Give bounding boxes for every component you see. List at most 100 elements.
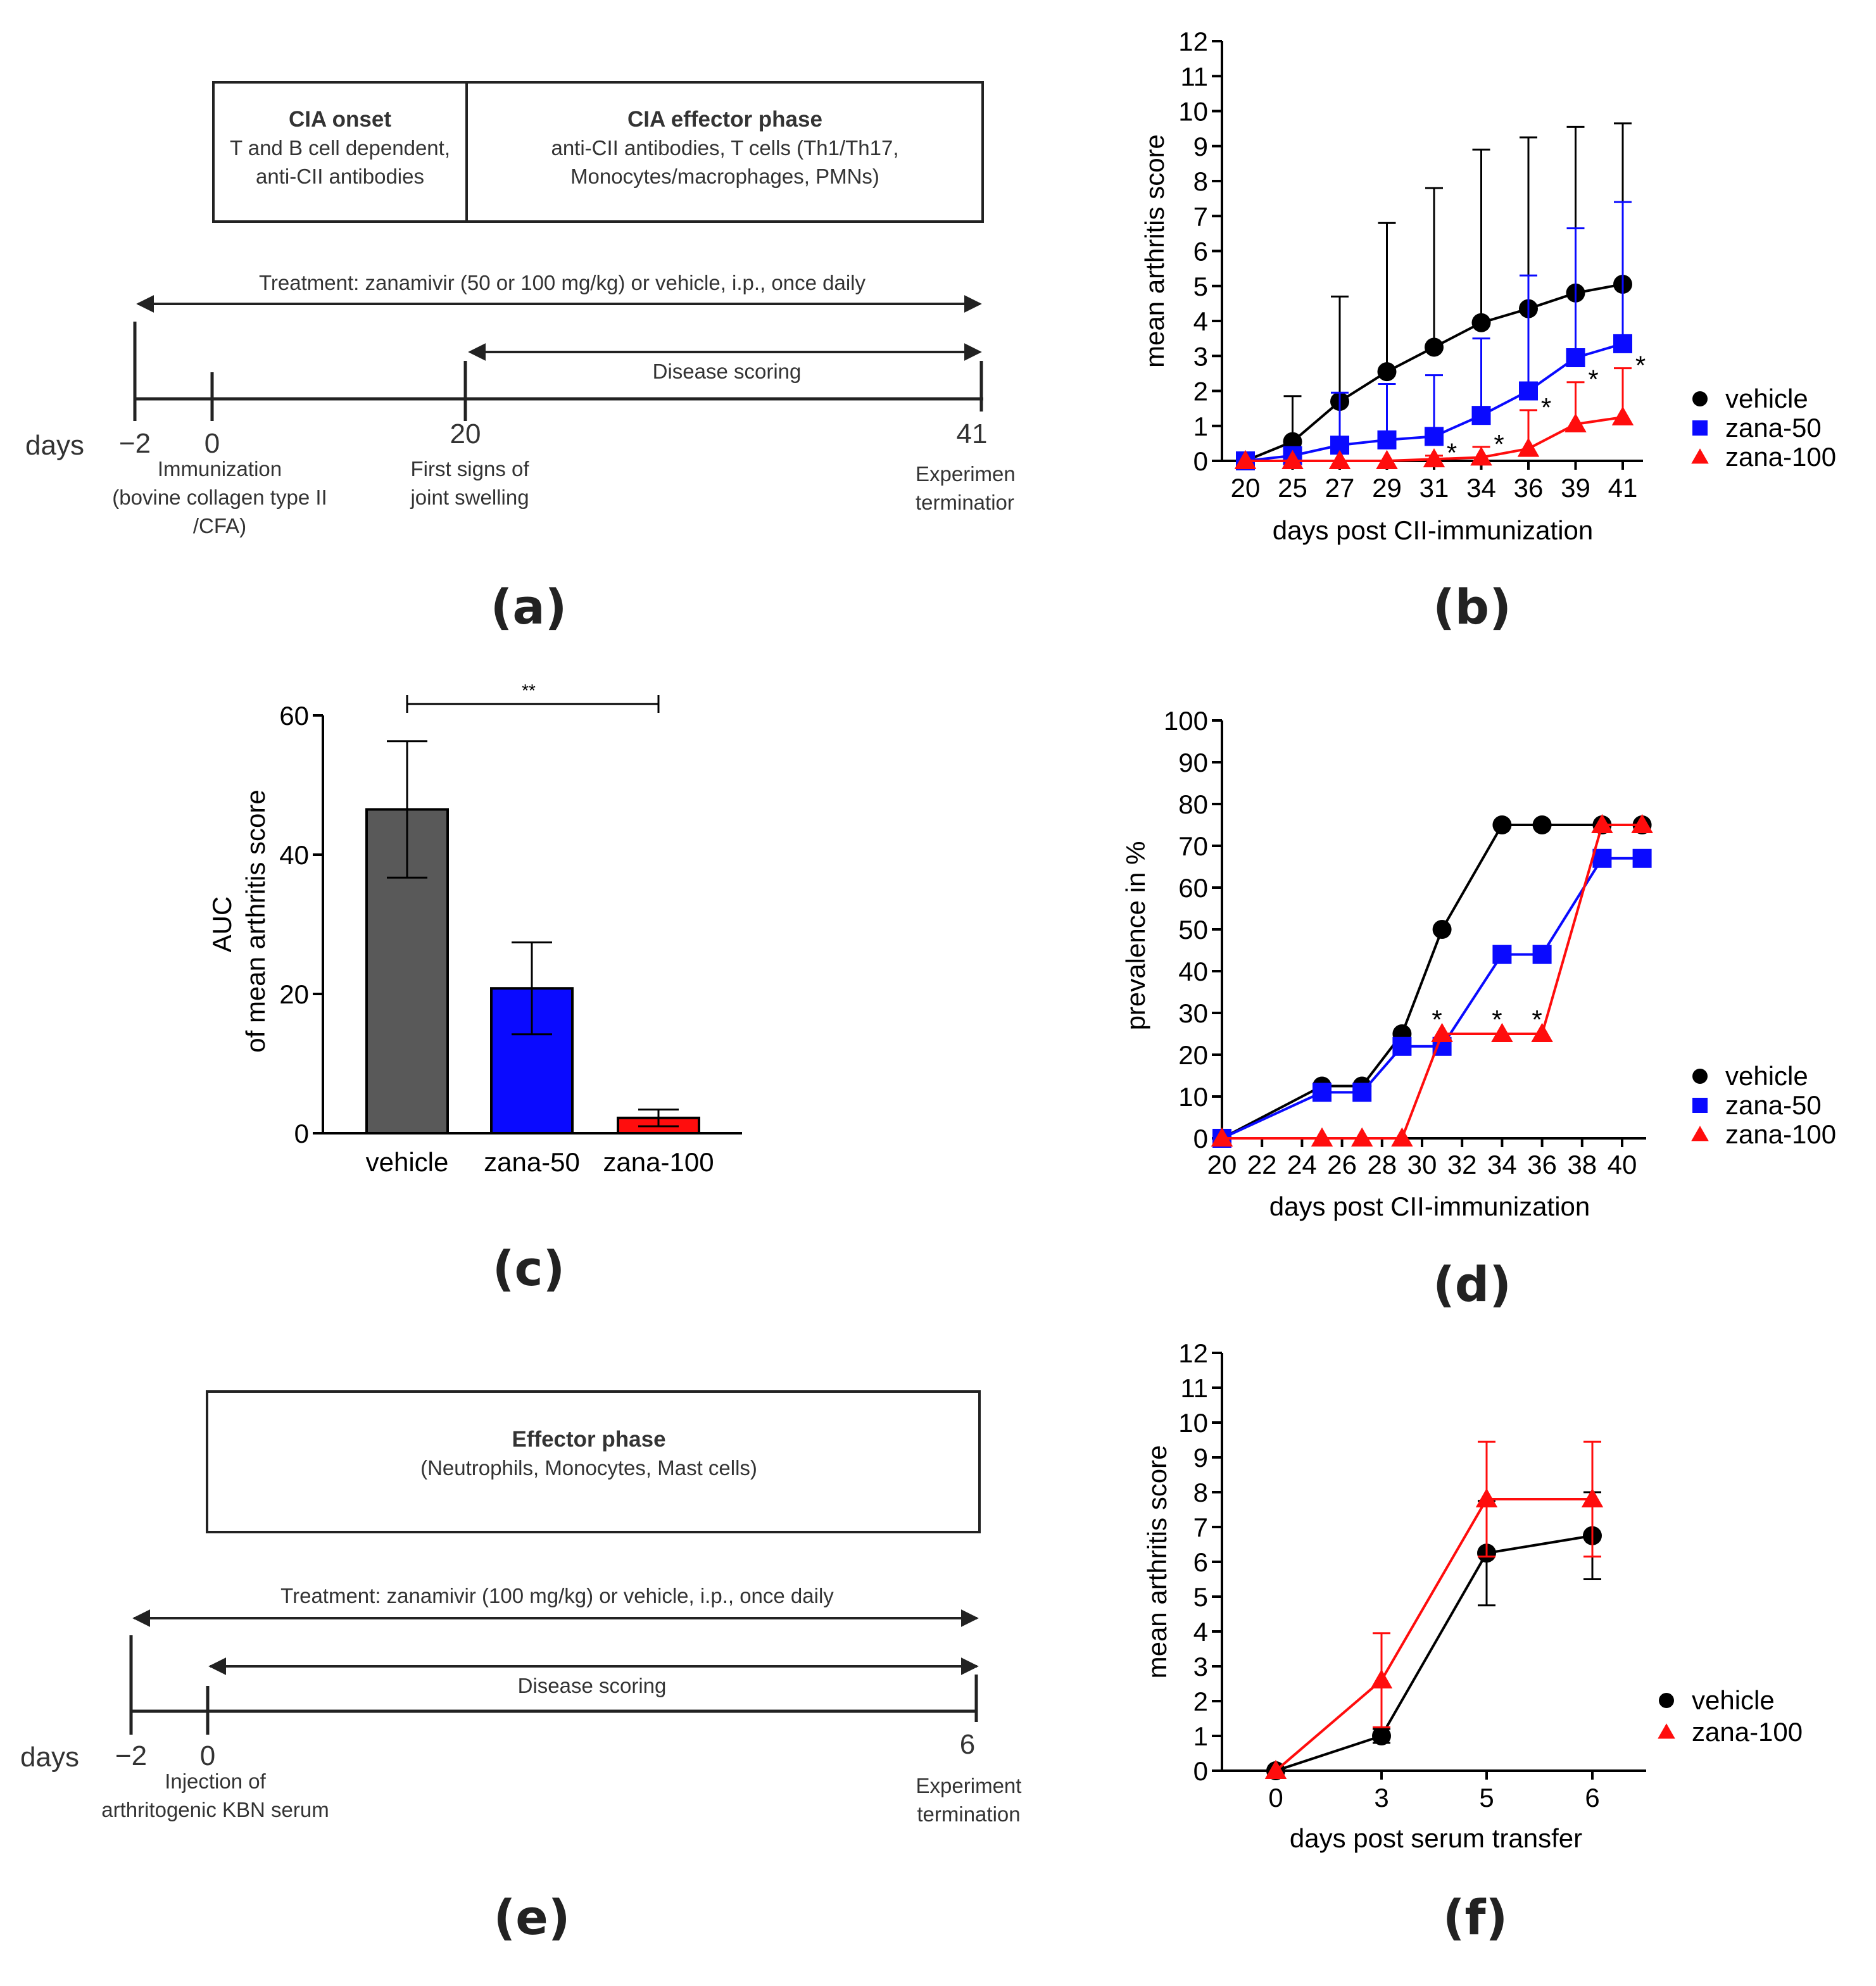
d-legend-marker (1692, 1098, 1708, 1113)
f-point-zana-100 (1475, 1488, 1498, 1507)
d-legend-zana-100: zana-100 (1725, 1119, 1836, 1149)
b-point-zana-100 (1470, 446, 1492, 466)
d-point-zana-100 (1531, 1022, 1553, 1042)
f-y-tick-label: 9 (1193, 1443, 1208, 1473)
b-y-axis-label: mean arthritis score (1140, 134, 1169, 368)
tick-label-20-a: 20 (450, 418, 481, 449)
c-y-tick-label: 60 (279, 701, 309, 731)
f-line-vehicle (1275, 1534, 1593, 1772)
days-label-e: days (20, 1742, 79, 1773)
f-x-tick-label: 0 (1268, 1783, 1283, 1813)
b-x-tick-label: 25 (1278, 473, 1307, 503)
b-y-tick-label: 9 (1193, 132, 1208, 161)
f-x-tick-label: 6 (1585, 1783, 1599, 1813)
d-point-zana-50 (1632, 848, 1652, 868)
b-point-zana-50 (1471, 406, 1491, 425)
d-x-axis-label: days post CII-immunization (1269, 1191, 1590, 1221)
b-x-tick-label: 34 (1466, 473, 1496, 503)
treatment-label-e: Treatment: zanamivir (100 mg/kg) or vehi… (280, 1584, 834, 1607)
annotation-immunization-3: /CFA) (193, 514, 246, 537)
d-point-zana-50 (1392, 1036, 1412, 1056)
f-y-tick-label: 0 (1193, 1756, 1208, 1786)
tick-label-m2-a: −2 (119, 428, 151, 459)
d-y-tick-label: 60 (1178, 873, 1208, 903)
d-point-zana-100 (1211, 1127, 1233, 1147)
box2-title: CIA effector phase (627, 107, 822, 132)
effector-line1: (Neutrophils, Monocytes, Mast cells) (420, 1456, 757, 1480)
d-x-tick-label: 38 (1567, 1150, 1597, 1179)
d-y-axis-label: prevalence in % (1121, 841, 1150, 1031)
annotation-immunization-1: Immunization (158, 457, 282, 481)
b-point-vehicle (1471, 313, 1491, 332)
tick-label-0-a: 0 (205, 428, 220, 459)
b-significance-star: * (1588, 365, 1598, 394)
f-legend-vehicle: vehicle (1692, 1685, 1775, 1715)
panel-label-c: (c) (493, 1240, 565, 1297)
d-x-tick-label: 40 (1608, 1150, 1637, 1179)
b-y-tick-label: 5 (1193, 272, 1208, 301)
treatment-label-a: Treatment: zanamivir (50 or 100 mg/kg) o… (259, 271, 866, 294)
chart-d: 0 10 20 30 40 50 60 70 80 90 100 20 22 24 26 28 30 32 34 36… (1121, 706, 1836, 1221)
c-y-axis-label-1: AUC (207, 896, 237, 953)
f-y-tick-label: 1 (1193, 1721, 1208, 1751)
b-y-tick-label: 7 (1193, 201, 1208, 231)
d-point-zana-50 (1352, 1083, 1372, 1102)
b-y-tick-label: 11 (1180, 61, 1208, 91)
panel-label-e: (e) (493, 1889, 570, 1945)
b-point-vehicle (1377, 362, 1397, 382)
c-x-tick-label: zana-50 (484, 1147, 580, 1177)
tick-label-0-e: 0 (200, 1740, 215, 1771)
b-point-zana-50 (1377, 430, 1397, 449)
b-x-tick-label: 20 (1231, 473, 1261, 503)
b-significance-star: * (1541, 393, 1551, 422)
box2-line2: Monocytes/macrophages, PMNs) (570, 165, 879, 188)
box2-line1: anti-CII antibodies, T cells (Th1/Th17, (551, 136, 898, 160)
f-legend-zana-100: zana-100 (1692, 1717, 1803, 1747)
d-point-vehicle (1492, 815, 1512, 834)
effector-phase-box (206, 1390, 981, 1533)
b-y-tick-label: 12 (1178, 27, 1208, 56)
f-y-tick-label: 6 (1193, 1547, 1208, 1577)
annotation-termination-e-1: Experiment (916, 1774, 1022, 1797)
d-significance-star: * (1532, 1005, 1542, 1034)
d-point-zana-100 (1350, 1127, 1373, 1147)
f-x-tick-label: 3 (1374, 1783, 1388, 1813)
panel-label-f: (f) (1443, 1889, 1508, 1945)
c-y-tick-label: 20 (279, 979, 309, 1009)
f-legend-marker (1658, 1723, 1675, 1739)
b-point-zana-100 (1328, 449, 1351, 469)
f-y-tick-label: 4 (1193, 1617, 1208, 1647)
cia-effector-box (465, 81, 984, 223)
diagram-a: CIA onset T and B cell dependent, anti-C… (25, 81, 1016, 635)
d-point-zana-50 (1532, 945, 1552, 964)
c-y-axis-label-2: of mean arthritis score (241, 789, 270, 1053)
b-legend-marker (1691, 448, 1709, 464)
d-y-tick-label: 30 (1178, 998, 1208, 1028)
c-y-tick-label: 40 (279, 840, 309, 870)
f-point-zana-100 (1581, 1488, 1604, 1507)
b-y-tick-label: 4 (1193, 306, 1208, 336)
f-y-tick-label: 5 (1193, 1582, 1208, 1612)
d-y-tick-label: 20 (1178, 1040, 1208, 1070)
d-point-zana-100 (1591, 814, 1613, 833)
d-x-tick-label: 28 (1367, 1150, 1397, 1179)
b-significance-star: * (1494, 429, 1504, 459)
d-legend-marker (1692, 1069, 1708, 1084)
b-y-tick-label: 3 (1193, 341, 1208, 371)
annotation-termination-a-1: Experimen (916, 462, 1016, 486)
b-point-zana-50 (1425, 427, 1444, 446)
b-point-zana-100 (1517, 437, 1540, 457)
d-significance-star: * (1432, 1005, 1442, 1034)
d-x-tick-label: 36 (1527, 1150, 1557, 1179)
d-x-tick-label: 22 (1247, 1150, 1277, 1179)
b-y-tick-label: 1 (1193, 412, 1208, 441)
d-line-zana-100 (1222, 824, 1642, 1140)
f-y-tick-label: 11 (1180, 1373, 1208, 1403)
d-point-zana-50 (1592, 848, 1612, 868)
f-point-zana-100 (1370, 1669, 1393, 1688)
d-x-tick-label: 24 (1287, 1150, 1317, 1179)
b-x-tick-label: 27 (1325, 473, 1355, 503)
annotation-injection-1: Injection of (165, 1769, 266, 1793)
